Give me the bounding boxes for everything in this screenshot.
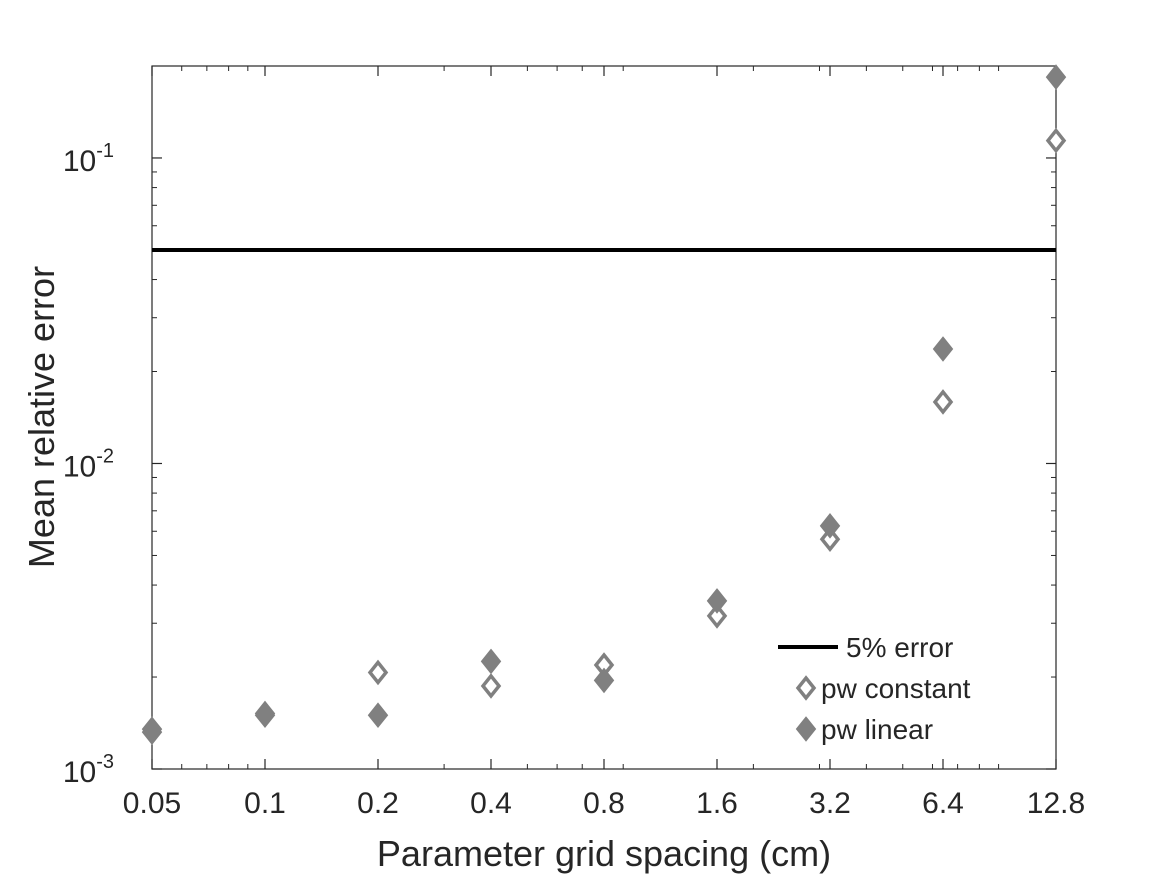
y-tick-label: 10-2 [63,445,114,483]
data-point-pw-constant [1045,127,1067,154]
data-point-pw-linear [480,648,502,675]
legend-label-pw-linear: pw linear [821,714,933,745]
data-point-pw-linear [141,719,163,745]
data-point-pw-linear [254,702,276,729]
data-point-pw-linear [593,667,615,694]
data-point-pw-constant [819,526,841,553]
data-point-pw-constant [367,659,389,686]
y-tick-label: 10-1 [63,140,114,178]
x-tick-label: 1.6 [696,787,738,820]
x-axis-title: Parameter grid spacing (cm) [377,833,831,874]
legend-label-pw-constant: pw constant [821,673,971,704]
x-tick-labels: 0.05 0.1 0.2 0.4 0.8 1.6 3.2 6.4 12.8 [123,787,1085,820]
legend-label-reference-line: 5% error [846,632,953,663]
x-tick-label: 6.4 [922,787,964,820]
x-tick-label: 0.05 [123,787,181,820]
plot-area [151,65,1057,770]
legend-marker-pw-constant [795,675,817,701]
series-layer [141,64,1067,745]
data-point-pw-linear [932,336,954,362]
data-point-pw-linear [367,702,389,729]
x-tick-label: 12.8 [1027,787,1085,820]
data-point-pw-linear [819,513,841,539]
x-tick-label: 0.8 [583,787,625,820]
legend: 5% error pw constant pw linear [778,632,971,745]
data-point-pw-linear [706,588,728,614]
y-tick-labels: 10-3 10-2 10-1 [63,140,114,789]
y-tick-label: 10-3 [63,751,114,789]
x-tick-label: 3.2 [809,787,851,820]
data-point-pw-constant [706,603,728,629]
data-point-pw-linear [1045,64,1067,90]
x-tick-label: 0.2 [357,787,399,820]
data-point-pw-constant [480,673,502,699]
x-tick-label: 0.4 [470,787,512,820]
y-axis-title: Mean relative error [21,266,62,568]
data-point-pw-constant [932,389,954,415]
legend-marker-pw-linear [795,716,817,742]
x-tick-label: 0.1 [244,787,286,820]
